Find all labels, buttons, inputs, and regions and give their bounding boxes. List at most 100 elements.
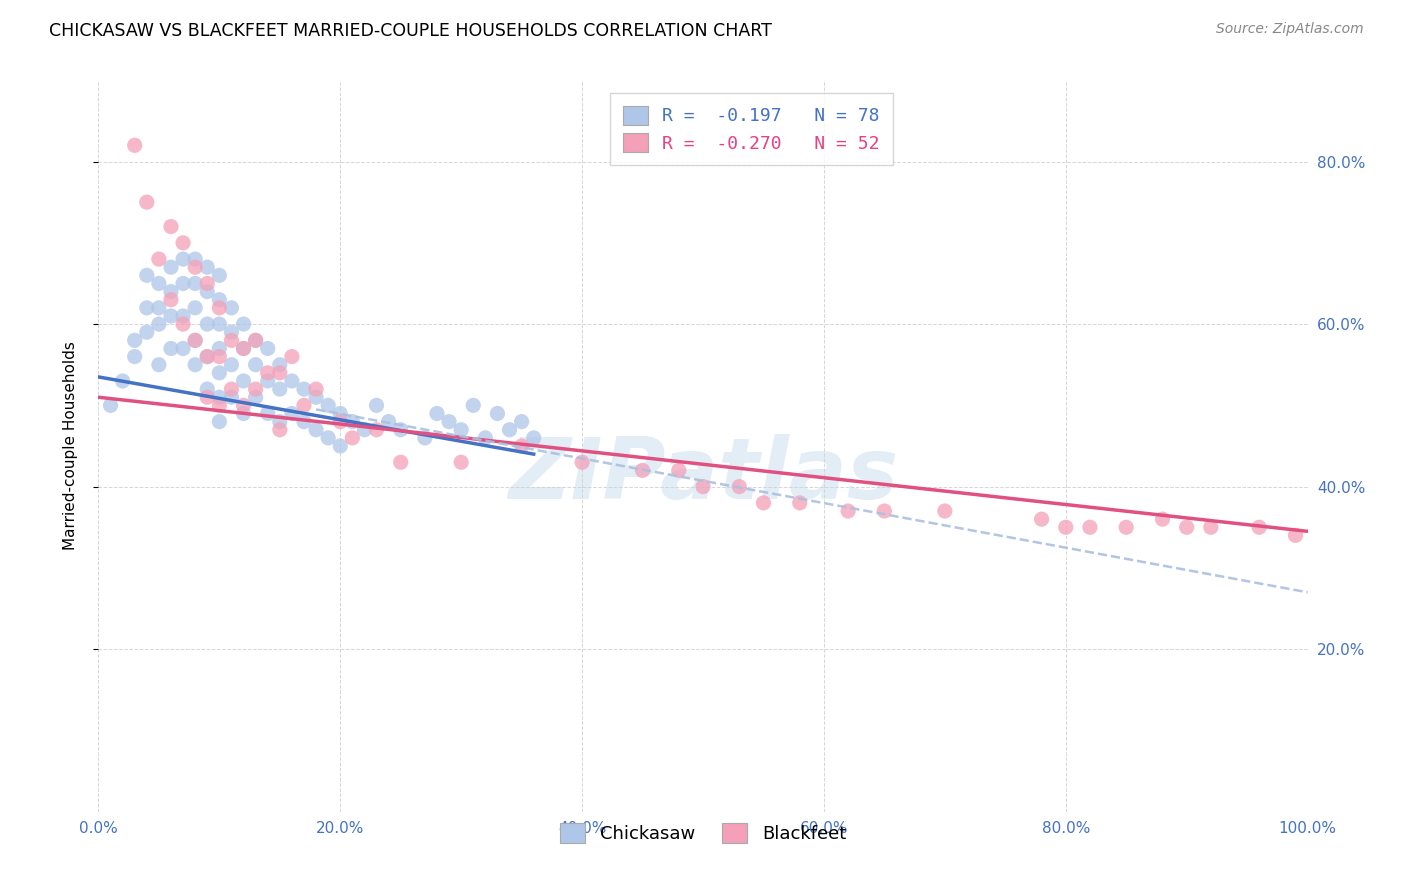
Point [135, 325, 157, 339]
Point [498, 423, 520, 437]
Point [221, 334, 243, 348]
Point [208, 317, 231, 331]
Point [789, 496, 811, 510]
Point [934, 504, 956, 518]
Point [135, 195, 157, 210]
Point [208, 342, 231, 356]
Point [329, 439, 352, 453]
Point [523, 431, 546, 445]
Point [256, 407, 278, 421]
Point [160, 342, 183, 356]
Point [269, 415, 291, 429]
Point [305, 423, 328, 437]
Point [837, 504, 859, 518]
Point [124, 350, 146, 364]
Point [195, 350, 218, 364]
Point [245, 334, 267, 348]
Point [208, 350, 231, 364]
Point [172, 317, 194, 331]
Point [353, 423, 375, 437]
Point [195, 390, 218, 404]
Point [292, 382, 315, 396]
Point [463, 398, 485, 412]
Point [208, 293, 231, 307]
Point [269, 423, 291, 437]
Point [426, 407, 449, 421]
Point [389, 423, 412, 437]
Point [305, 390, 328, 404]
Point [195, 277, 218, 291]
Point [184, 277, 207, 291]
Point [135, 268, 157, 283]
Point [292, 398, 315, 412]
Point [232, 342, 254, 356]
Point [184, 301, 207, 315]
Point [221, 325, 243, 339]
Point [631, 463, 654, 477]
Point [1284, 528, 1306, 542]
Point [728, 480, 751, 494]
Point [135, 301, 157, 315]
Point [172, 235, 194, 250]
Point [221, 382, 243, 396]
Point [245, 382, 267, 396]
Point [172, 342, 194, 356]
Point [195, 317, 218, 331]
Point [184, 334, 207, 348]
Point [245, 358, 267, 372]
Point [305, 382, 328, 396]
Point [281, 374, 304, 388]
Point [184, 358, 207, 372]
Point [184, 260, 207, 275]
Point [160, 285, 183, 299]
Y-axis label: Married-couple Households: Married-couple Households [63, 342, 77, 550]
Point [148, 317, 170, 331]
Point [232, 398, 254, 412]
Point [232, 342, 254, 356]
Point [148, 358, 170, 372]
Point [148, 252, 170, 266]
Point [450, 455, 472, 469]
Point [329, 407, 352, 421]
Point [221, 358, 243, 372]
Point [208, 301, 231, 315]
Point [208, 398, 231, 412]
Point [1115, 520, 1137, 534]
Point [148, 301, 170, 315]
Point [208, 390, 231, 404]
Point [1031, 512, 1053, 526]
Point [1152, 512, 1174, 526]
Point [160, 260, 183, 275]
Point [752, 496, 775, 510]
Point [292, 415, 315, 429]
Point [208, 366, 231, 380]
Point [232, 317, 254, 331]
Point [160, 293, 183, 307]
Point [389, 455, 412, 469]
Point [269, 382, 291, 396]
Point [510, 415, 533, 429]
Point [316, 398, 339, 412]
Point [172, 252, 194, 266]
Point [366, 398, 388, 412]
Point [571, 455, 593, 469]
Point [208, 415, 231, 429]
Point [269, 358, 291, 372]
Point [486, 407, 509, 421]
Point [245, 390, 267, 404]
Point [1175, 520, 1198, 534]
Point [873, 504, 896, 518]
Point [1054, 520, 1077, 534]
Point [172, 277, 194, 291]
Text: CHICKASAW VS BLACKFEET MARRIED-COUPLE HOUSEHOLDS CORRELATION CHART: CHICKASAW VS BLACKFEET MARRIED-COUPLE HO… [49, 22, 772, 40]
Point [281, 350, 304, 364]
Point [256, 374, 278, 388]
Point [342, 415, 364, 429]
Point [437, 415, 460, 429]
Point [172, 309, 194, 323]
Point [668, 463, 690, 477]
Point [269, 366, 291, 380]
Legend: Chickasaw, Blackfeet: Chickasaw, Blackfeet [553, 816, 853, 850]
Point [111, 374, 134, 388]
Text: Source: ZipAtlas.com: Source: ZipAtlas.com [1216, 22, 1364, 37]
